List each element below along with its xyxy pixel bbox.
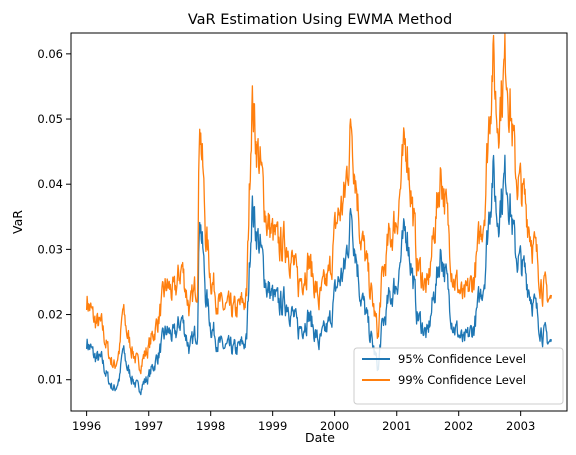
y-axis-label: VaR (10, 210, 25, 234)
x-tick-label: 1998 (196, 419, 225, 433)
x-tick-label: 2000 (320, 419, 349, 433)
x-tick-label: 1996 (72, 419, 101, 433)
x-axis-label: Date (305, 430, 335, 445)
y-tick-label: 0.04 (37, 177, 63, 191)
series-layer (85, 33, 553, 396)
plot-frame (70, 32, 568, 412)
y-tick-label: 0.01 (37, 373, 63, 387)
y-tick-label: 0.06 (37, 47, 63, 61)
y-tick-label: 0.02 (37, 308, 63, 322)
x-tick-label: 2002 (444, 419, 473, 433)
legend: 95% Confidence Level 99% Confidence Leve… (353, 347, 564, 405)
legend-box (353, 347, 564, 405)
x-tick-label: 2003 (506, 419, 535, 433)
legend-label-95: 95% Confidence Level (398, 352, 526, 366)
y-tick-label: 0.03 (37, 242, 63, 256)
x-tick-label: 1999 (258, 419, 287, 433)
y-axis: 0.01 0.02 0.03 0.04 0.05 0.06 (37, 47, 71, 387)
x-tick-label: 2001 (382, 419, 411, 433)
x-tick-label: 1997 (134, 419, 163, 433)
x-axis: 1996 1997 1998 1999 2000 2001 2002 2003 (72, 411, 535, 433)
legend-label-99: 99% Confidence Level (398, 373, 526, 387)
chart-title: VaR Estimation Using EWMA Method (188, 12, 452, 28)
series-line-95 (85, 154, 553, 396)
y-tick-label: 0.05 (37, 112, 63, 126)
series-line-99 (85, 33, 553, 375)
